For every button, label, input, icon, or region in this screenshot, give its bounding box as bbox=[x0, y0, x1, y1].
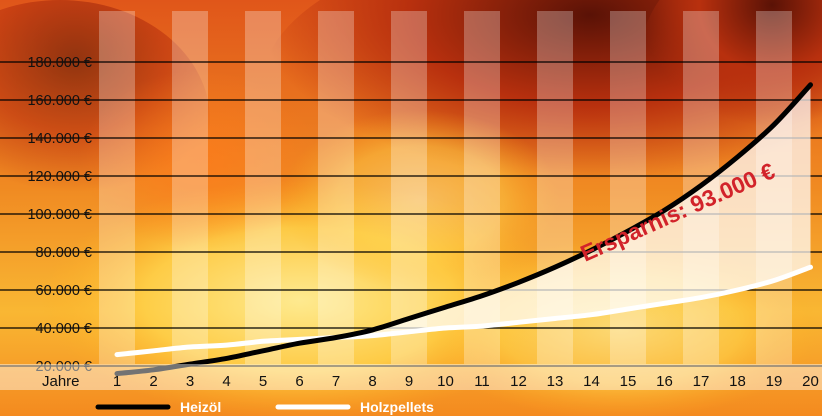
series-lines bbox=[114, 82, 813, 377]
x-tick-label: 16 bbox=[656, 373, 673, 390]
x-tick-label: 12 bbox=[510, 373, 527, 390]
x-tick-label: 14 bbox=[583, 373, 600, 390]
x-tick-label: 19 bbox=[766, 373, 783, 390]
x-tick-label: 10 bbox=[437, 373, 454, 390]
x-tick-label: 5 bbox=[259, 373, 267, 390]
legend-item-holzpellets: Holzpellets bbox=[275, 399, 434, 415]
y-tick-label: 60.000 € bbox=[36, 283, 92, 299]
y-axis-tick-labels: 20.000 € 40.000 € 60.000 € 80.000 € 100.000 … bbox=[27, 55, 92, 375]
column-stripe bbox=[318, 11, 354, 364]
x-tick-label: 17 bbox=[693, 373, 710, 390]
x-tick-label: 20 bbox=[802, 373, 819, 390]
x-tick-label: 3 bbox=[186, 373, 194, 390]
x-tick-label: 11 bbox=[474, 373, 490, 390]
y-tick-label: 40.000 € bbox=[36, 321, 92, 337]
y-tick-label: 100.000 € bbox=[27, 207, 92, 223]
x-tick-label: 9 bbox=[405, 373, 413, 390]
x-tick-label: 1 bbox=[113, 373, 121, 390]
y-tick-label: 140.000 € bbox=[27, 131, 92, 147]
column-stripe bbox=[245, 11, 281, 364]
y-tick-label: 120.000 € bbox=[27, 169, 92, 185]
y-tick-label: 160.000 € bbox=[27, 93, 92, 109]
series-line-heizoel bbox=[114, 82, 813, 377]
legend: Heizöl Holzpellets bbox=[95, 399, 434, 415]
legend-item-heizoel: Heizöl bbox=[95, 399, 221, 415]
y-tick-label: 180.000 € bbox=[27, 55, 92, 71]
x-tick-label: 8 bbox=[368, 373, 376, 390]
x-tick-label: 4 bbox=[222, 373, 230, 390]
x-axis-tick-labels: 1 2 3 4 5 6 7 8 9 10 11 12 13 14 15 16 17 18 19 20 bbox=[113, 373, 819, 390]
y-tick-label: 80.000 € bbox=[36, 245, 92, 261]
x-tick-label: 7 bbox=[332, 373, 340, 390]
x-axis-label: Jahre bbox=[42, 373, 80, 390]
column-stripe bbox=[99, 11, 135, 364]
series-line-holzpellets bbox=[114, 264, 813, 358]
legend-label: Holzpellets bbox=[360, 399, 434, 415]
x-tick-label: 13 bbox=[547, 373, 564, 390]
x-tick-label: 15 bbox=[620, 373, 637, 390]
x-axis: Jahre bbox=[0, 364, 822, 390]
x-tick-label: 2 bbox=[149, 373, 157, 390]
x-tick-label: 18 bbox=[729, 373, 746, 390]
x-tick-label: 6 bbox=[295, 373, 303, 390]
column-stripe bbox=[172, 11, 208, 364]
savings-area bbox=[336, 84, 811, 338]
y-tick-label: 20.000 € bbox=[36, 359, 92, 375]
column-stripe bbox=[391, 11, 427, 364]
legend-label: Heizöl bbox=[180, 399, 221, 415]
